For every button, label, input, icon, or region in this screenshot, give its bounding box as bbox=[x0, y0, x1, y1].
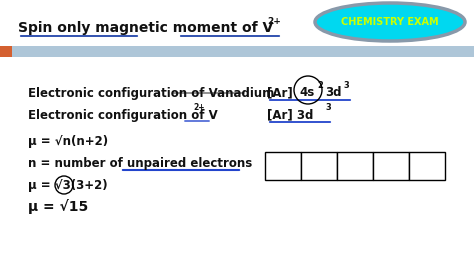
Text: [Ar]: [Ar] bbox=[267, 86, 293, 99]
Bar bbox=[337, 152, 373, 180]
Text: 2: 2 bbox=[317, 81, 323, 90]
Bar bbox=[0, 0, 474, 50]
Bar bbox=[0, 57, 474, 266]
Bar bbox=[0, 46, 12, 57]
Bar bbox=[0, 46, 474, 57]
Bar bbox=[301, 152, 337, 180]
Text: μ = √15: μ = √15 bbox=[28, 200, 88, 214]
Text: n = number of unpaired electrons: n = number of unpaired electrons bbox=[28, 156, 252, 169]
Text: μ = √3(3+2): μ = √3(3+2) bbox=[28, 178, 108, 192]
Text: Electronic configuration of Vanadium: Electronic configuration of Vanadium bbox=[28, 86, 274, 99]
Text: Electronic configuration of V: Electronic configuration of V bbox=[28, 109, 218, 122]
Bar bbox=[265, 152, 301, 180]
Text: 3: 3 bbox=[325, 103, 331, 113]
Text: 3d: 3d bbox=[325, 86, 341, 99]
Text: 2+: 2+ bbox=[267, 18, 281, 27]
Text: 4s: 4s bbox=[299, 86, 314, 99]
Text: CHEMISTRY EXAM: CHEMISTRY EXAM bbox=[341, 17, 439, 27]
Bar bbox=[409, 152, 445, 180]
Bar bbox=[373, 152, 409, 180]
Ellipse shape bbox=[315, 3, 465, 41]
Text: Spin only magnetic moment of V: Spin only magnetic moment of V bbox=[18, 21, 273, 35]
Text: [Ar] 3d: [Ar] 3d bbox=[267, 109, 313, 122]
Text: 3: 3 bbox=[343, 81, 349, 90]
Text: μ = √n(n+2): μ = √n(n+2) bbox=[28, 135, 108, 148]
Text: 2+: 2+ bbox=[193, 103, 204, 113]
